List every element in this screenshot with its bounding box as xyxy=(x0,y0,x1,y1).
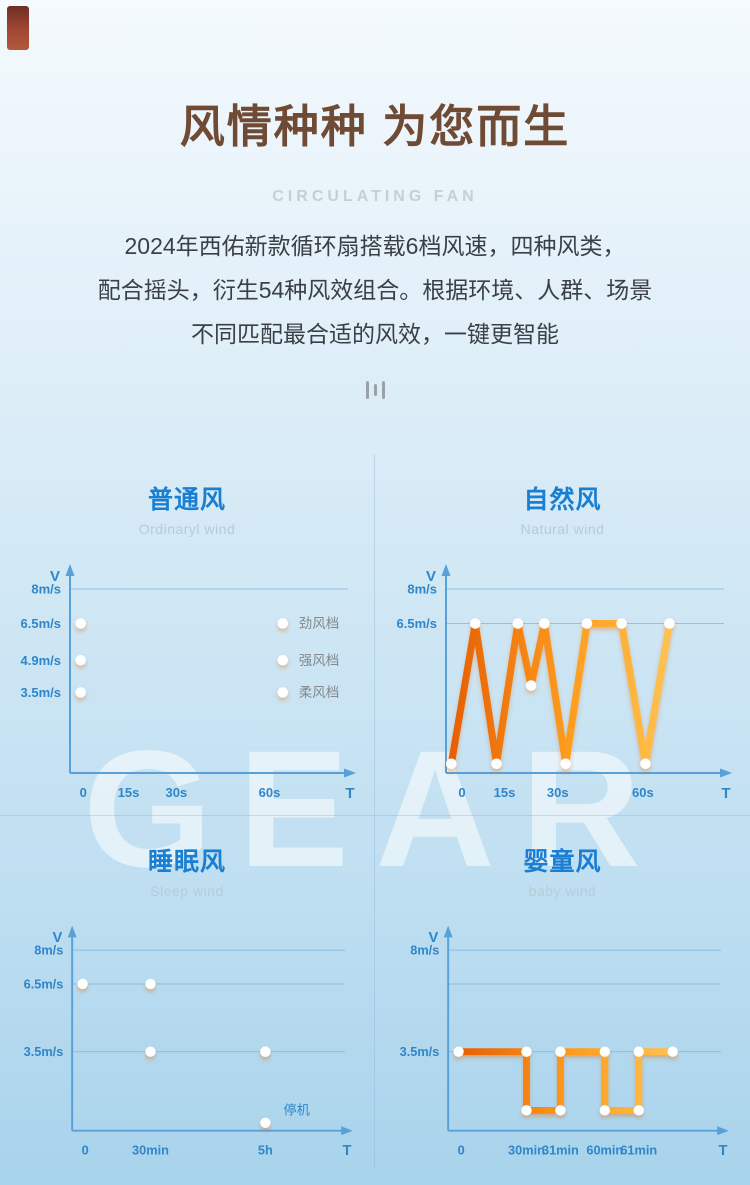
svg-text:3.5m/s: 3.5m/s xyxy=(21,685,61,700)
chart-title-ordinary-wind: 普通风 xyxy=(147,486,226,514)
svg-text:V: V xyxy=(50,568,60,585)
svg-text:60s: 60s xyxy=(259,785,281,800)
natural-wind-plot: V T 8m/s 6.5m/s 0 15s 30s 60s xyxy=(396,564,732,802)
svg-text:30min: 30min xyxy=(132,1142,169,1157)
svg-text:V: V xyxy=(53,930,63,946)
description-line: 不同匹配最合适的风效，一键更智能 xyxy=(191,321,559,347)
charts-grid: GEAR 普通风 Ordinaryl wind V T 8m/s 6.5m/s 4.9m… xyxy=(0,454,750,1168)
chart-title-natural-wind: 自然风 xyxy=(523,486,602,514)
svg-text:V: V xyxy=(425,568,435,585)
divider-bars-icon xyxy=(0,380,750,400)
svg-text:6.5m/s: 6.5m/s xyxy=(21,616,61,631)
svg-text:柔风档: 柔风档 xyxy=(299,685,340,700)
svg-text:3.5m/s: 3.5m/s xyxy=(399,1044,439,1059)
svg-text:V: V xyxy=(428,930,438,946)
chart-section-natural-wind: 自然风 Natural wind V T 8m/s 6.5m/s 0 15s 30s 60s xyxy=(375,454,750,816)
chart-subtitle-natural-wind: Natural wind xyxy=(520,521,605,537)
svg-text:0: 0 xyxy=(457,1142,464,1157)
description-line: 2024年西佑新款循环扇搭载6档风速，四种风类， xyxy=(124,233,626,259)
svg-text:T: T xyxy=(718,1143,727,1159)
svg-text:劲风档: 劲风档 xyxy=(299,616,340,631)
svg-text:4.9m/s: 4.9m/s xyxy=(21,653,61,668)
svg-text:T: T xyxy=(345,785,354,802)
svg-text:8m/s: 8m/s xyxy=(407,582,437,597)
svg-text:30s: 30s xyxy=(546,785,568,800)
svg-text:停机: 停机 xyxy=(283,1101,310,1117)
page-title: 风情种种 为您而生 xyxy=(179,101,571,152)
chart-title-sleep-wind: 睡眠风 xyxy=(147,848,226,876)
chart-subtitle-sleep-wind: Sleep wind xyxy=(150,883,224,899)
svg-text:0: 0 xyxy=(458,785,465,800)
description: 2024年西佑新款循环扇搭载6档风速，四种风类， 配合摇头，衍生54种风效组合。… xyxy=(0,224,750,356)
page-subtitle: CIRCULATING FAN xyxy=(272,188,478,205)
svg-text:8m/s: 8m/s xyxy=(34,942,63,957)
chart-subtitle-baby-wind: baby wind xyxy=(528,883,597,899)
svg-text:15s: 15s xyxy=(493,785,515,800)
svg-text:60min: 60min xyxy=(586,1142,623,1157)
chart-section-baby-wind: 婴童风 baby wind V T 8m/s 3.5m/s 0 30min 31min 60m… xyxy=(375,816,750,1168)
svg-text:30min: 30min xyxy=(508,1142,545,1157)
svg-text:6.5m/s: 6.5m/s xyxy=(24,976,64,991)
svg-text:5h: 5h xyxy=(258,1142,273,1157)
svg-text:T: T xyxy=(343,1143,352,1159)
chart-subtitle-ordinary-wind: Ordinaryl wind xyxy=(138,521,236,537)
svg-text:8m/s: 8m/s xyxy=(31,582,61,597)
page-header: 风情种种 为您而生 CIRCULATING FAN 2024年西佑新款循环扇搭载… xyxy=(0,0,750,400)
svg-text:0: 0 xyxy=(82,1142,89,1157)
chart-section-sleep-wind: 睡眠风 Sleep wind V T 8m/s 6.5m/s 3.5m/s 0 30min 5… xyxy=(0,816,375,1168)
svg-text:31min: 31min xyxy=(541,1142,578,1157)
svg-text:0: 0 xyxy=(80,785,87,800)
svg-text:61min: 61min xyxy=(620,1142,657,1157)
svg-text:8m/s: 8m/s xyxy=(410,942,439,957)
sleep-wind-plot: V T 8m/s 6.5m/s 3.5m/s 0 30min 5h 停机 xyxy=(24,925,353,1159)
svg-text:30s: 30s xyxy=(166,785,188,800)
svg-text:6.5m/s: 6.5m/s xyxy=(396,616,436,631)
corner-ribbon xyxy=(7,6,29,50)
watermark-text: GEAR xyxy=(83,717,667,902)
ordinary-wind-plot: V T 8m/s 6.5m/s 4.9m/s 3.5m/s 0 15s 30s 60s 劲风档强风档… xyxy=(21,564,356,802)
chart-section-ordinary-wind: 普通风 Ordinaryl wind V T 8m/s 6.5m/s 4.9m/s 3.5… xyxy=(0,454,375,816)
svg-text:T: T xyxy=(721,785,730,802)
chart-title-baby-wind: 婴童风 xyxy=(523,848,602,876)
svg-text:15s: 15s xyxy=(118,785,140,800)
svg-text:3.5m/s: 3.5m/s xyxy=(24,1044,64,1059)
description-line: 配合摇头，衍生54种风效组合。根据环境、人群、场景 xyxy=(97,277,653,303)
svg-text:强风档: 强风档 xyxy=(299,653,340,668)
svg-text:60s: 60s xyxy=(631,785,653,800)
